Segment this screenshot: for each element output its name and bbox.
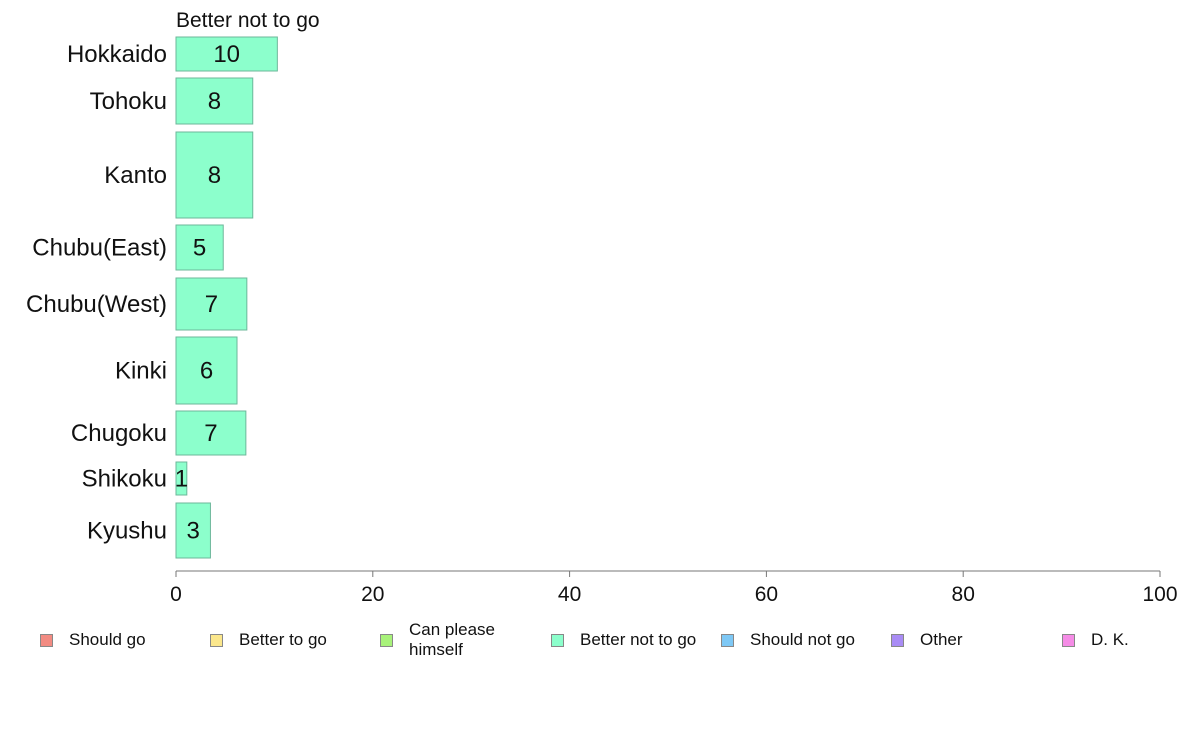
legend-label: Other [920,630,963,649]
category-label: Hokkaido [67,41,167,68]
bar-tohoku [175,77,254,125]
legend-label: Better to go [239,630,327,649]
x-tick-label: 100 [1142,583,1177,606]
legend-swatch [1062,633,1075,647]
legend-swatch [551,633,564,647]
legend-label: Can please himself [409,620,496,659]
legend-label: Better not to go [580,630,697,649]
legend-label: Should go [69,630,146,649]
category-label: Kanto [104,162,167,189]
legend-swatch [380,633,393,647]
legend-swatch [891,633,904,647]
category-label: Kinki [115,358,167,385]
bar-hokkaido [175,36,278,72]
legend-swatch [210,633,223,647]
bar-kinki [175,336,238,405]
category-label: Tohoku [90,88,167,115]
data-label: 10 [213,41,240,68]
x-axis: 0 20 40 60 80 100 [170,570,1178,606]
legend-item: Should not go [721,630,855,650]
bar-chubu-west [175,277,248,331]
legend-label: D. K. [1091,630,1129,649]
bar-chubu-east [175,224,224,271]
bars-group: Hokkaido 10 Tohoku 8 Kanto 8 Chubu(East) 5 Chubu… [26,36,278,559]
x-tick-label: 0 [170,583,182,606]
bar-chugoku [175,410,247,456]
data-label: 7 [204,420,217,447]
legend-item: Better not to go [551,630,696,650]
data-label: 3 [187,518,200,545]
x-tick-label: 40 [558,583,581,606]
bar-shikoku [175,461,188,496]
bar-kyushu [175,502,211,559]
data-label: 5 [193,235,206,262]
legend-item: Can please himself [380,620,519,660]
x-tick-label: 20 [361,583,384,606]
category-label: Kyushu [87,518,167,545]
legend-item: Better to go [210,630,327,650]
data-label: 8 [208,162,221,189]
legend-item: Should go [40,630,146,650]
legend-swatch [721,633,734,647]
category-label: Chubu(East) [32,235,167,262]
bar-kanto [175,131,254,219]
category-label: Chubu(West) [26,291,167,318]
data-label: 8 [208,88,221,115]
legend-item: D. K. [1062,630,1129,650]
data-label: 7 [205,291,218,318]
category-label: Shikoku [82,466,167,493]
x-tick-label: 80 [952,583,975,606]
legend-label: Should not go [750,630,855,649]
legend: Should go Better to go Can please himself B… [0,620,1188,670]
data-label: 1 [175,466,188,493]
legend-item: Other [891,630,963,650]
chart-title: Better not to go [176,9,320,32]
x-tick-label: 60 [755,583,778,606]
category-label: Chugoku [71,420,167,447]
legend-swatch [40,633,53,647]
data-label: 6 [200,358,213,385]
